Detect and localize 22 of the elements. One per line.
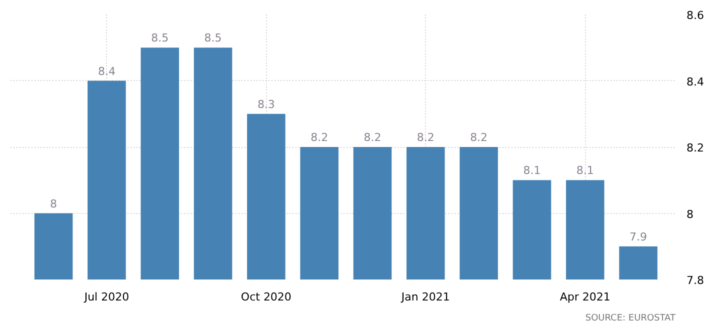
x-tick-label: Jul 2020 (83, 290, 130, 304)
y-tick-label: 8 (686, 208, 694, 221)
data-label: 8.3 (257, 98, 275, 111)
y-tick-label: 8.6 (686, 9, 704, 22)
data-label: 8 (50, 197, 58, 210)
data-label: 8.1 (576, 164, 594, 178)
data-label: 8.2 (310, 131, 328, 144)
data-label: 7.9 (630, 230, 648, 244)
x-tick-label: Jan 2021 (400, 290, 450, 304)
data-label: 8.4 (98, 64, 116, 78)
source-note: SOURCE: EUROSTAT (585, 314, 676, 324)
data-label: 8.2 (364, 131, 382, 144)
y-tick-label: 8.4 (686, 75, 704, 88)
data-label: 8.2 (416, 131, 434, 144)
y-tick-label: 7.8 (686, 274, 704, 287)
data-label: 8.1 (523, 164, 541, 178)
y-tick-label: 8.2 (686, 142, 704, 154)
x-tick-label: Oct 2020 (240, 290, 292, 304)
data-label: 8.5 (151, 32, 169, 45)
x-tick-label: Apr 2021 (560, 290, 610, 304)
data-label: 8.2 (470, 131, 488, 144)
data-label: 8.5 (204, 32, 222, 45)
